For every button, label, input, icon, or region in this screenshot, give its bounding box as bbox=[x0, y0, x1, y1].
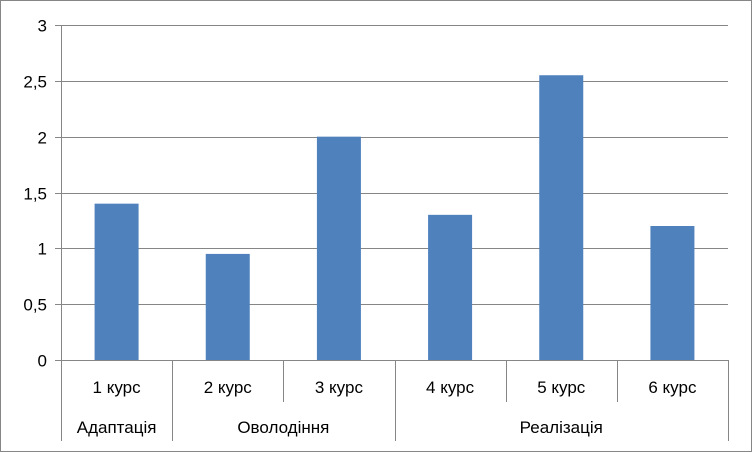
bar-4 bbox=[428, 214, 473, 360]
labels: 0 0,5 1 1,5 2 2,5 3 1 курс 2 курс 3 курс 4 курс 5 к… bbox=[23, 17, 697, 438]
y-tick-label: 3 bbox=[38, 17, 47, 36]
y-tick-label: 2 bbox=[38, 129, 47, 148]
bar-6 bbox=[650, 226, 695, 360]
bar-1 bbox=[94, 203, 139, 360]
category-label: 3 курс bbox=[315, 378, 364, 397]
y-tick-label: 0 bbox=[38, 352, 47, 371]
category-label: 6 курс bbox=[648, 378, 697, 397]
bars bbox=[94, 75, 695, 360]
bar-3 bbox=[316, 136, 361, 360]
y-tick-label: 0,5 bbox=[23, 296, 47, 315]
bar-2 bbox=[205, 253, 250, 360]
category-label: 4 курс bbox=[426, 378, 475, 397]
group-label: Адаптація bbox=[77, 418, 157, 437]
y-tick-label: 2,5 bbox=[23, 73, 47, 92]
category-label: 1 курс bbox=[93, 378, 142, 397]
bar-5 bbox=[539, 75, 584, 360]
axes bbox=[55, 25, 729, 441]
y-tick-label: 1,5 bbox=[23, 185, 47, 204]
group-label: Реалізація bbox=[520, 418, 603, 437]
y-tick-label: 1 bbox=[38, 240, 47, 259]
gridlines bbox=[61, 25, 728, 305]
category-label: 5 курс bbox=[537, 378, 586, 397]
category-label: 2 курс bbox=[204, 378, 253, 397]
group-label: Оволодіння bbox=[237, 418, 329, 437]
